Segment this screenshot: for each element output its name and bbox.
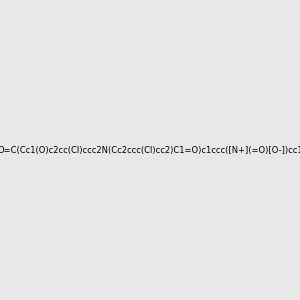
Text: O=C(Cc1(O)c2cc(Cl)ccc2N(Cc2ccc(Cl)cc2)C1=O)c1ccc([N+](=O)[O-])cc1: O=C(Cc1(O)c2cc(Cl)ccc2N(Cc2ccc(Cl)cc2)C1… xyxy=(0,146,300,154)
